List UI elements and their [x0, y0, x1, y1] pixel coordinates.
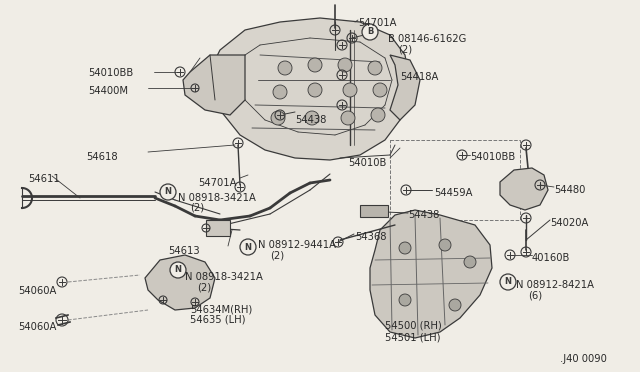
Text: 54635 (LH): 54635 (LH) — [190, 315, 246, 325]
Text: 54501 (LH): 54501 (LH) — [385, 332, 440, 342]
Text: N: N — [175, 266, 182, 275]
Text: B: B — [367, 28, 373, 36]
Text: 54459A: 54459A — [434, 188, 472, 198]
Circle shape — [500, 274, 516, 290]
Text: (2): (2) — [197, 282, 211, 292]
Circle shape — [240, 239, 256, 255]
Circle shape — [399, 294, 411, 306]
Text: 54010BB: 54010BB — [88, 68, 133, 78]
Circle shape — [362, 24, 378, 40]
Text: 54060A: 54060A — [18, 322, 56, 332]
Polygon shape — [390, 55, 420, 120]
Circle shape — [341, 111, 355, 125]
Text: 54010B: 54010B — [348, 158, 387, 168]
Text: 54634M(RH): 54634M(RH) — [190, 304, 252, 314]
Text: N 08912-9441A: N 08912-9441A — [258, 240, 336, 250]
Text: N 08918-3421A: N 08918-3421A — [185, 272, 263, 282]
Polygon shape — [183, 55, 245, 115]
Text: 54618: 54618 — [86, 152, 118, 162]
Text: N: N — [244, 243, 252, 251]
Circle shape — [170, 262, 186, 278]
Circle shape — [271, 111, 285, 125]
Text: 54611: 54611 — [28, 174, 60, 184]
Text: 54701A: 54701A — [198, 178, 237, 188]
Circle shape — [449, 299, 461, 311]
Polygon shape — [145, 255, 215, 310]
Text: 54438: 54438 — [295, 115, 326, 125]
Text: 54613: 54613 — [168, 246, 200, 256]
Text: 54020A: 54020A — [550, 218, 588, 228]
Text: (2): (2) — [270, 250, 284, 260]
Circle shape — [464, 256, 476, 268]
Circle shape — [439, 239, 451, 251]
Polygon shape — [370, 210, 492, 338]
Text: N: N — [164, 187, 172, 196]
Text: 54701A: 54701A — [358, 18, 397, 28]
Circle shape — [368, 61, 382, 75]
Circle shape — [371, 108, 385, 122]
Text: 54060A: 54060A — [18, 286, 56, 296]
Text: (2): (2) — [190, 203, 204, 213]
Circle shape — [160, 184, 176, 200]
Polygon shape — [210, 18, 410, 160]
Bar — [360, 205, 388, 217]
Text: 54368: 54368 — [355, 232, 387, 242]
Text: .J40 0090: .J40 0090 — [560, 354, 607, 364]
Circle shape — [373, 83, 387, 97]
Circle shape — [399, 242, 411, 254]
Text: N 08918-3421A: N 08918-3421A — [178, 193, 256, 203]
Text: 54400M: 54400M — [88, 86, 128, 96]
Circle shape — [308, 83, 322, 97]
Text: (2): (2) — [398, 44, 412, 54]
Text: 54480: 54480 — [554, 185, 586, 195]
Circle shape — [278, 61, 292, 75]
Text: 54500 (RH): 54500 (RH) — [385, 320, 442, 330]
Text: 54418A: 54418A — [400, 72, 438, 82]
Text: N: N — [504, 278, 511, 286]
Text: 54438: 54438 — [408, 210, 440, 220]
Text: B 08146-6162G: B 08146-6162G — [388, 34, 467, 44]
Text: 40160B: 40160B — [532, 253, 570, 263]
FancyBboxPatch shape — [206, 220, 230, 236]
Text: N 08912-8421A: N 08912-8421A — [516, 280, 594, 290]
Text: 54010BB: 54010BB — [470, 152, 515, 162]
Circle shape — [343, 83, 357, 97]
Circle shape — [338, 58, 352, 72]
Text: (6): (6) — [528, 291, 542, 301]
Circle shape — [308, 58, 322, 72]
Circle shape — [305, 111, 319, 125]
Circle shape — [273, 85, 287, 99]
Bar — [390, 140, 520, 220]
Polygon shape — [500, 168, 548, 210]
